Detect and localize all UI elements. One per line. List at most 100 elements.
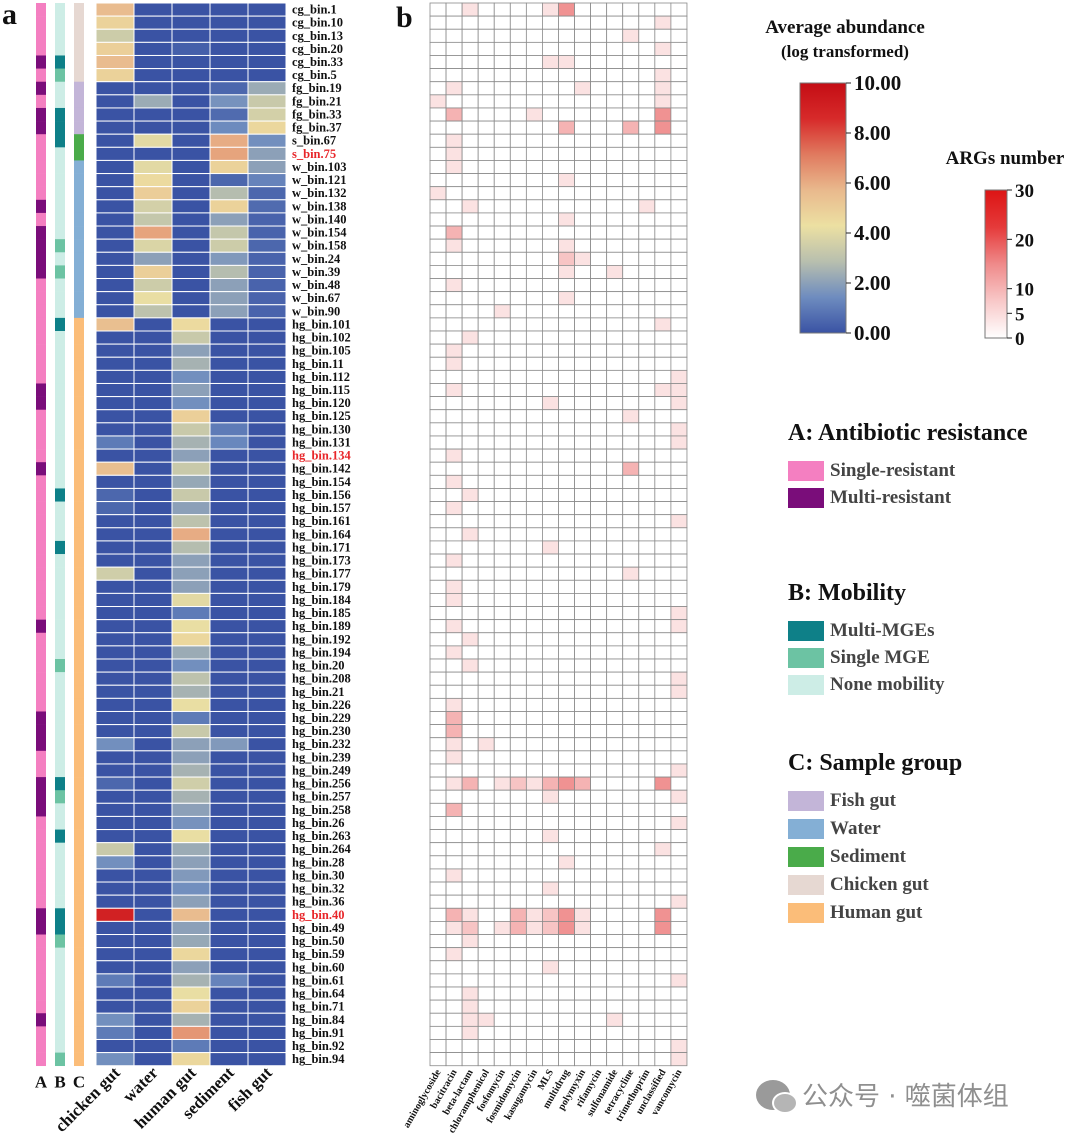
args-cell [638, 199, 656, 214]
args-cell [429, 383, 447, 398]
row-label: hg_bin.30 [292, 868, 344, 882]
args-cell [429, 173, 447, 188]
args-cell [477, 278, 495, 293]
args-cell [493, 1012, 511, 1027]
args-cell [477, 383, 495, 398]
args-cell [525, 776, 543, 791]
track-C-cell [74, 212, 84, 227]
args-cell [493, 120, 511, 135]
args-cell [670, 343, 688, 358]
args-cell [429, 107, 447, 122]
args-cell [445, 304, 463, 319]
row-label: cg_bin.5 [292, 68, 337, 82]
args-cell [461, 28, 479, 43]
track-B-cell [55, 226, 65, 240]
legend-C-title: C: Sample group [788, 750, 963, 776]
args-cell [574, 816, 591, 830]
args-cell [542, 855, 559, 870]
track-A-cell [36, 947, 46, 962]
args-cell [525, 1052, 543, 1067]
args-cell [558, 474, 575, 489]
args-cell [461, 750, 479, 765]
args-cell [558, 684, 575, 699]
args-cell [461, 802, 479, 817]
track-B-cell [55, 711, 65, 725]
args-cell [574, 173, 591, 188]
args-cell [574, 868, 591, 883]
args-cell [477, 671, 495, 686]
args-cell [558, 1039, 575, 1053]
row-label: hg_bin.171 [292, 540, 351, 554]
args-cell [670, 94, 688, 109]
args-cell [542, 68, 559, 83]
args-cell [558, 304, 575, 319]
args-cell [461, 999, 479, 1014]
args-cell [477, 973, 495, 988]
args-cell [509, 658, 527, 673]
args-cell [574, 697, 591, 712]
args-cell [638, 212, 656, 227]
args-cell [429, 461, 447, 476]
track-C-cell [74, 134, 84, 148]
args-cell [461, 55, 479, 69]
legend-swatch [788, 461, 824, 481]
args-cell [606, 881, 624, 896]
args-cell [445, 356, 463, 371]
track-B-cell [55, 790, 65, 804]
track-A-cell [36, 895, 46, 909]
args-cell [590, 225, 608, 240]
args-cell [574, 501, 591, 516]
track-B-cell [55, 803, 65, 817]
args-cell [622, 356, 640, 371]
args-cell [461, 68, 479, 83]
args-cell [638, 291, 656, 306]
args-cell [493, 435, 511, 450]
row-label: hg_bin.161 [292, 514, 351, 528]
args-cell [493, 409, 511, 424]
args-cell [574, 593, 591, 607]
args-cell [670, 81, 688, 96]
args-cell [558, 94, 575, 109]
args-cell [638, 396, 656, 411]
args-cell [654, 579, 672, 594]
args-cell [670, 789, 688, 804]
args-cell [622, 225, 640, 240]
args-cell [638, 133, 656, 148]
args-cell [429, 645, 447, 660]
args-cell [542, 947, 559, 962]
args-cell [622, 658, 640, 673]
row-label: hg_bin.177 [292, 567, 351, 581]
args-cell [638, 330, 656, 345]
args-cell [509, 960, 527, 975]
args-cell [622, 671, 640, 686]
abundance-heatmap: cg_bin.1cg_bin.10cg_bin.13cg_bin.20cg_bi… [35, 2, 351, 1136]
args-cell [429, 606, 447, 621]
args-cell [590, 999, 608, 1014]
args-cell [525, 238, 543, 253]
args-cell [558, 632, 575, 647]
args-cell [558, 343, 575, 358]
args-cell [670, 1025, 688, 1040]
args-cell [445, 986, 463, 1001]
args-cell [542, 1052, 559, 1067]
row-label: hg_bin.264 [292, 842, 351, 856]
args-cell [638, 947, 656, 962]
args-cell [670, 921, 688, 935]
args-cell [461, 934, 479, 949]
args-cell [638, 343, 656, 358]
track-B-cell [55, 882, 65, 896]
args-cell [525, 789, 543, 804]
args-cell [445, 566, 463, 581]
args-cell [509, 291, 527, 306]
args-cell [558, 881, 575, 896]
args-cell [670, 317, 688, 332]
args-cell [429, 304, 447, 319]
args-cell [493, 317, 511, 332]
args-cell [477, 658, 495, 673]
args-cell [445, 55, 463, 69]
args-cell [493, 251, 511, 266]
args-cell [477, 186, 495, 201]
args-cell [542, 474, 559, 489]
track-B-cell [55, 409, 65, 424]
